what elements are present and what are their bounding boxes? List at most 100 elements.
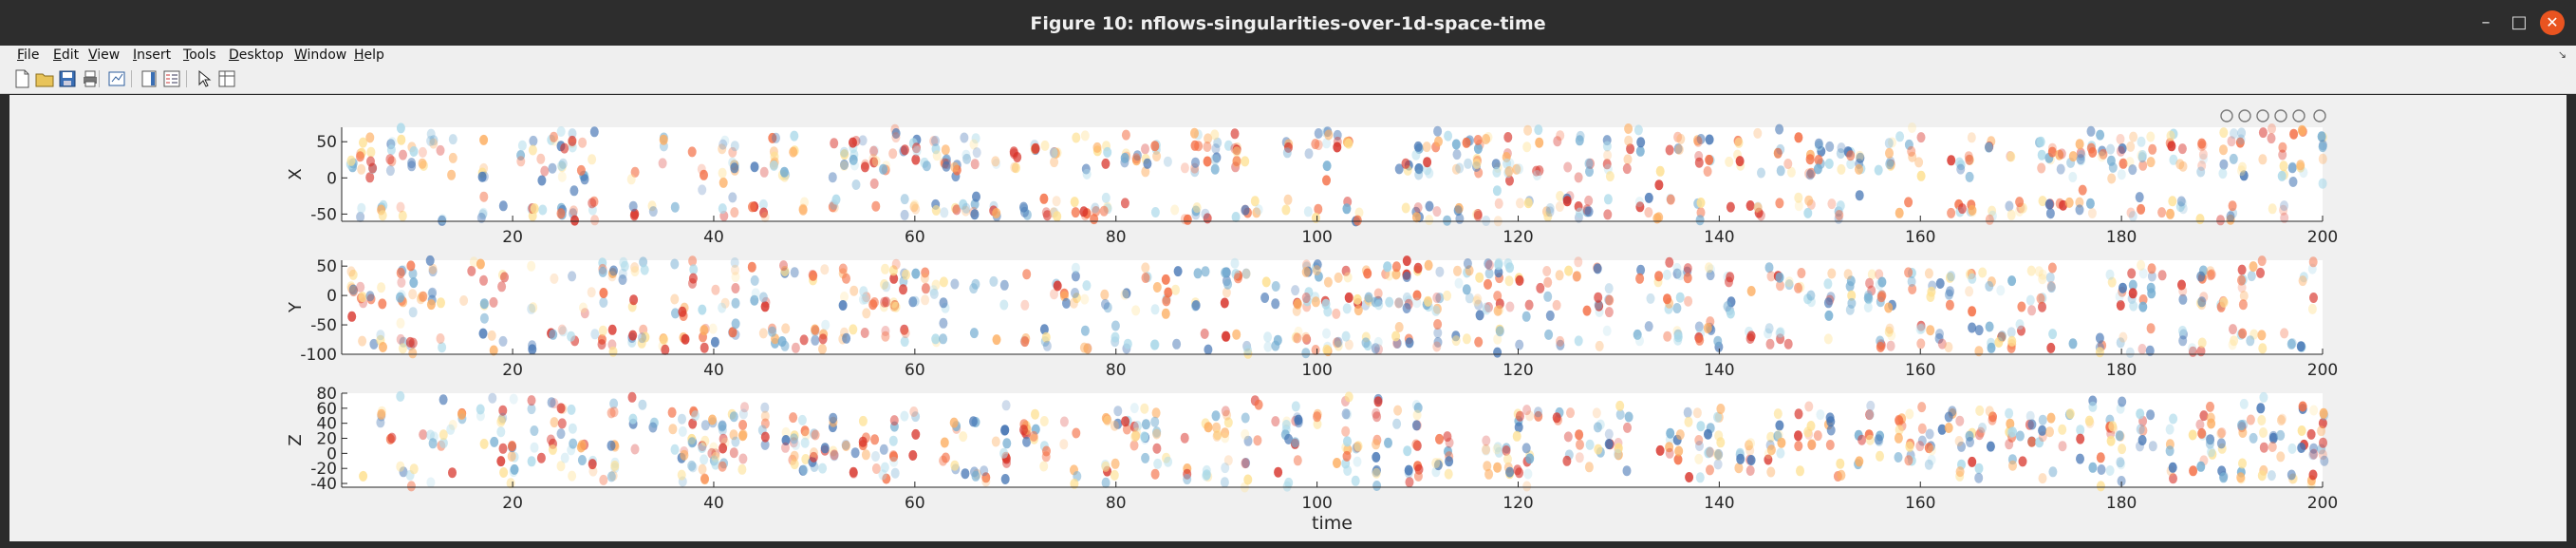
data-point bbox=[576, 164, 586, 176]
data-point bbox=[1907, 145, 1916, 157]
zoom-out-icon[interactable] bbox=[2292, 109, 2305, 123]
zoom-in-icon[interactable] bbox=[2274, 109, 2287, 123]
data-point bbox=[1081, 163, 1091, 175]
data-point bbox=[1221, 406, 1230, 417]
data-point bbox=[438, 342, 447, 353]
data-point bbox=[628, 330, 638, 341]
data-point bbox=[1593, 263, 1602, 274]
data-point bbox=[899, 284, 907, 295]
data-point bbox=[1917, 435, 1927, 446]
data-point bbox=[1776, 143, 1785, 155]
data-point bbox=[1465, 265, 1474, 276]
data-point bbox=[2105, 269, 2115, 280]
data-point bbox=[2308, 449, 2318, 461]
data-point bbox=[1512, 163, 1521, 175]
data-point bbox=[589, 126, 599, 138]
x-tick-label: 140 bbox=[1704, 228, 1734, 247]
maximize-button[interactable]: □ bbox=[2511, 12, 2528, 32]
data-point bbox=[1534, 406, 1542, 418]
insert-legend-icon[interactable] bbox=[161, 68, 182, 89]
menu-tools[interactable]: Tools bbox=[183, 47, 216, 63]
save-icon[interactable] bbox=[57, 68, 78, 89]
data-point bbox=[1968, 322, 1977, 333]
data-point bbox=[939, 297, 948, 309]
insert-colorbar-icon[interactable] bbox=[139, 68, 159, 89]
data-point bbox=[1663, 293, 1671, 305]
menu-insert[interactable]: Insert bbox=[133, 47, 172, 63]
data-point bbox=[1745, 444, 1755, 456]
restore-view-icon[interactable] bbox=[2313, 109, 2326, 123]
data-point bbox=[1414, 169, 1424, 180]
x-tick-label: 140 bbox=[1704, 361, 1734, 380]
data-point bbox=[1975, 429, 1984, 441]
data-point bbox=[1120, 198, 1129, 209]
data-point bbox=[2126, 141, 2136, 152]
data-point bbox=[790, 130, 799, 142]
data-point bbox=[478, 207, 488, 218]
close-button[interactable]: ✕ bbox=[2540, 10, 2565, 35]
menu-file[interactable]: File bbox=[17, 47, 40, 63]
data-point bbox=[479, 298, 489, 310]
data-point bbox=[1746, 438, 1755, 449]
data-point bbox=[2206, 401, 2214, 412]
data-point bbox=[862, 308, 871, 319]
data-point bbox=[1876, 341, 1885, 352]
data-point bbox=[730, 162, 739, 174]
data-point bbox=[1080, 293, 1090, 305]
minimize-button[interactable]: – bbox=[2481, 12, 2491, 32]
dock-arrow-icon[interactable]: ↘ bbox=[2557, 48, 2567, 61]
menu-window[interactable]: Window bbox=[294, 47, 347, 63]
data-point bbox=[878, 469, 887, 481]
data-point bbox=[1444, 468, 1453, 480]
open-file-icon[interactable] bbox=[34, 68, 55, 89]
data-point bbox=[908, 296, 918, 308]
data-point bbox=[1203, 142, 1212, 152]
menu-edit[interactable]: Edit bbox=[53, 47, 80, 63]
menu-help[interactable]: Help bbox=[354, 47, 384, 63]
data-point bbox=[439, 394, 448, 406]
menu-desktop[interactable]: Desktop bbox=[229, 47, 284, 63]
data-point bbox=[1494, 198, 1503, 209]
data-tips-icon[interactable] bbox=[2238, 109, 2251, 123]
edit-plot-icon[interactable] bbox=[194, 68, 215, 89]
data-point bbox=[1241, 458, 1250, 469]
data-point bbox=[346, 266, 356, 277]
data-point bbox=[479, 274, 488, 286]
data-point bbox=[710, 336, 719, 348]
data-point bbox=[1584, 206, 1594, 217]
data-point bbox=[1534, 410, 1543, 422]
y-tick-label: -50 bbox=[310, 205, 337, 224]
data-point bbox=[1212, 430, 1222, 442]
new-figure-icon[interactable] bbox=[11, 68, 32, 89]
data-point bbox=[943, 154, 951, 165]
data-point bbox=[1020, 299, 1030, 311]
data-point bbox=[448, 420, 457, 430]
data-point bbox=[2138, 425, 2148, 436]
link-plot-icon[interactable] bbox=[106, 68, 127, 89]
property-inspector-icon[interactable] bbox=[216, 68, 237, 89]
data-point bbox=[558, 158, 568, 169]
brush-icon[interactable] bbox=[2220, 109, 2233, 123]
data-point bbox=[1254, 399, 1263, 410]
data-point bbox=[1582, 305, 1592, 316]
data-point bbox=[1714, 448, 1724, 460]
menu-view[interactable]: View bbox=[88, 47, 121, 63]
data-point bbox=[1823, 333, 1833, 345]
data-point bbox=[1604, 307, 1614, 318]
data-point bbox=[1141, 262, 1150, 274]
data-point bbox=[1472, 295, 1482, 307]
data-point bbox=[2015, 197, 2025, 208]
data-point bbox=[1585, 166, 1594, 178]
data-point bbox=[1433, 125, 1443, 137]
axes-z[interactable]: 20 40 60 80 100 120 140 160 180 200-40-2002040608… bbox=[286, 385, 2338, 534]
pan-icon[interactable] bbox=[2256, 109, 2269, 123]
data-point bbox=[1042, 210, 1052, 221]
data-point bbox=[1665, 442, 1674, 453]
data-point bbox=[498, 335, 508, 347]
print-icon[interactable] bbox=[80, 68, 101, 89]
data-point bbox=[1131, 305, 1141, 316]
data-point bbox=[901, 328, 910, 339]
data-point bbox=[1676, 133, 1686, 144]
